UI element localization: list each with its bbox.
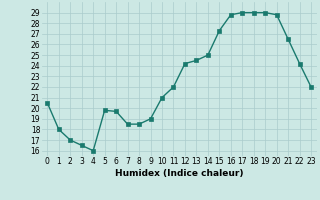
X-axis label: Humidex (Indice chaleur): Humidex (Indice chaleur) — [115, 169, 244, 178]
